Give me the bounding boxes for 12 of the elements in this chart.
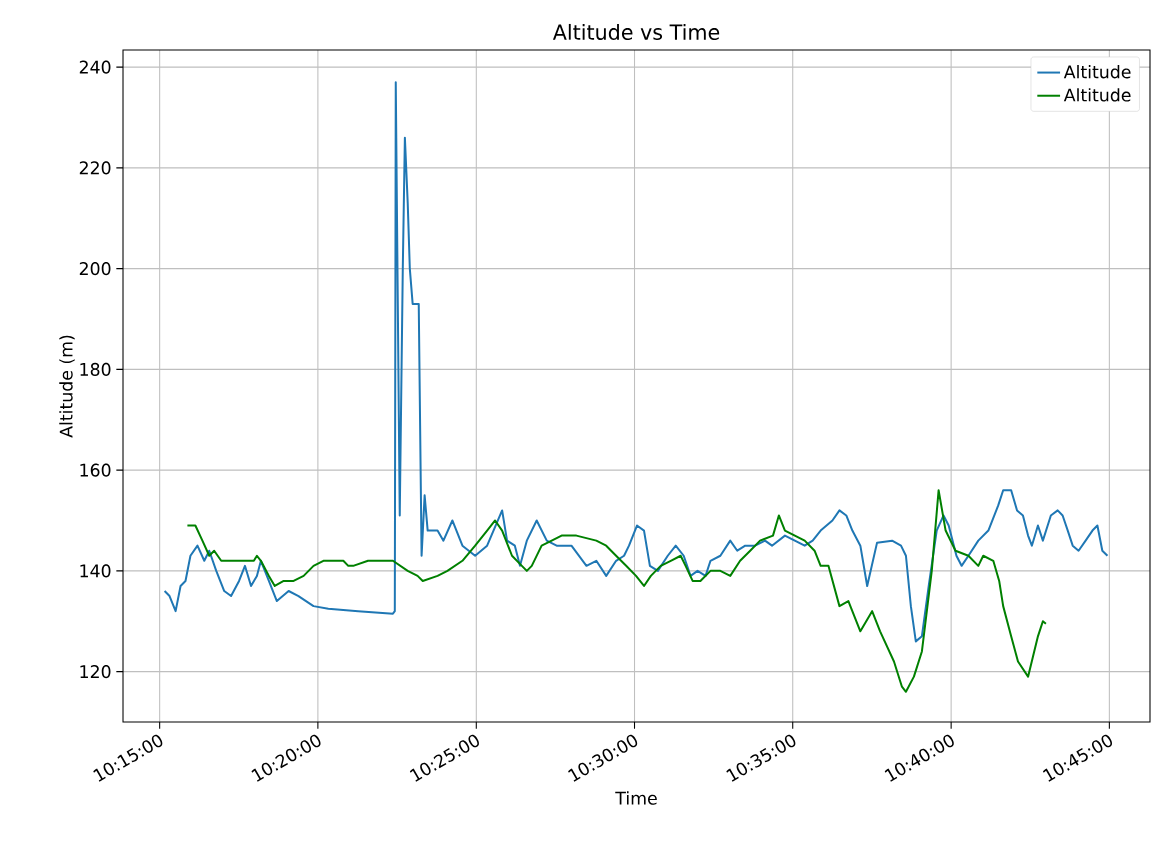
y-tick-label: 160	[80, 463, 111, 477]
chart-title: Altitude vs Time	[552, 23, 720, 40]
y-tick-label: 180	[80, 362, 111, 376]
y-tick-label: 140	[80, 564, 111, 578]
legend-label: Altitude	[1063, 64, 1131, 79]
legend-label: Altitude	[1063, 88, 1131, 102]
y-tick-label: 240	[79, 60, 111, 74]
y-tick-label: 220	[79, 161, 111, 175]
y-tick-label: 120	[80, 665, 111, 679]
y-axis-title: Altitude (m)	[59, 335, 75, 438]
x-axis-title: Time	[615, 791, 657, 805]
y-tick-label: 200	[79, 262, 111, 276]
